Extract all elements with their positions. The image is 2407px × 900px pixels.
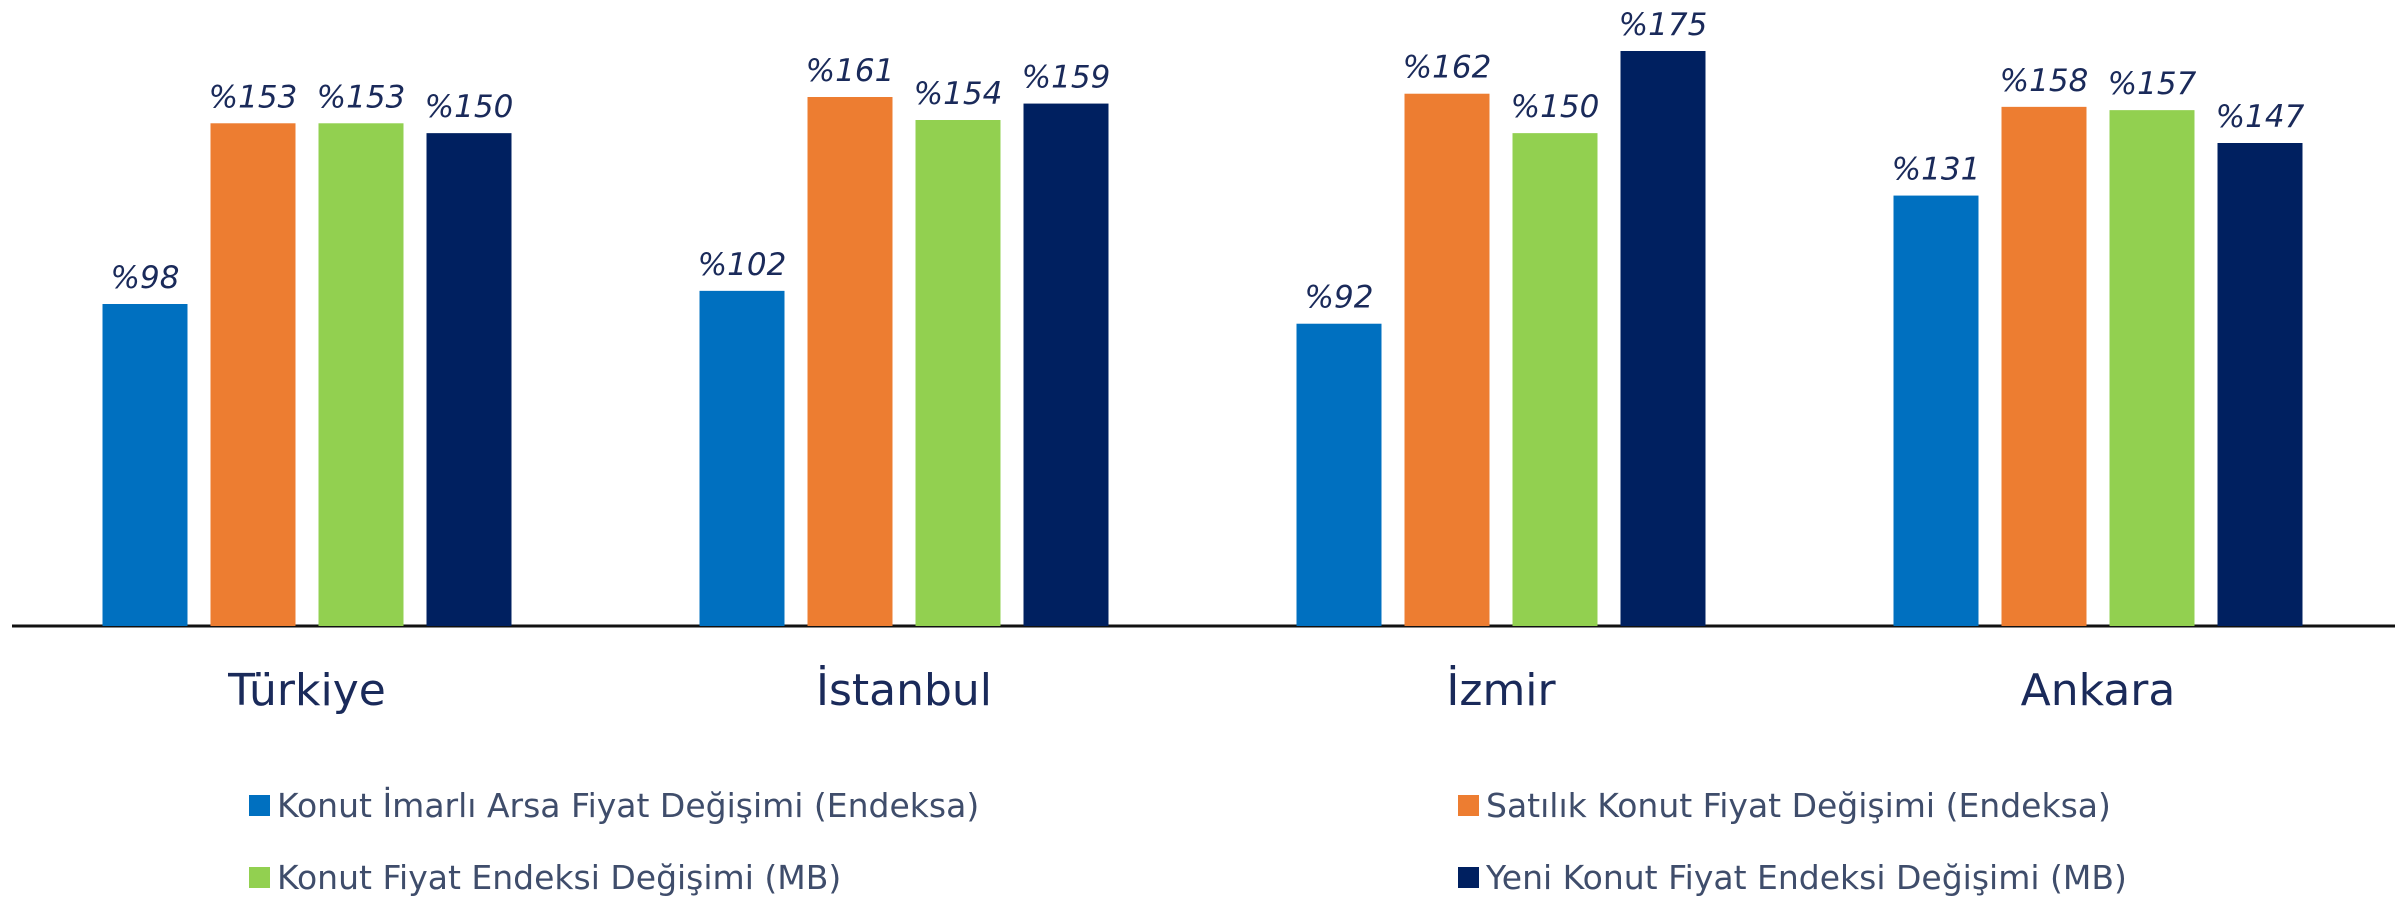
bar xyxy=(1296,323,1382,626)
value-label: %159 xyxy=(1022,60,1111,96)
value-label: %162 xyxy=(1403,50,1492,86)
legend-swatch xyxy=(1458,795,1479,816)
bar xyxy=(1620,51,1706,626)
value-label: %131 xyxy=(1892,152,1981,188)
value-label: %150 xyxy=(1511,89,1600,125)
bar xyxy=(102,304,188,626)
legend-swatch xyxy=(1458,867,1479,888)
bar xyxy=(426,133,512,626)
value-label: %154 xyxy=(914,76,1003,112)
bar xyxy=(915,120,1001,626)
bar xyxy=(1893,195,1979,627)
legend-label: Yeni Konut Fiyat Endeksi Değişimi (MB) xyxy=(1485,858,2127,897)
value-label: %158 xyxy=(2000,63,2089,99)
bar xyxy=(318,123,404,627)
bar xyxy=(1023,103,1109,627)
bar xyxy=(1512,133,1598,626)
x-tick-label: Türkiye xyxy=(227,665,386,716)
legend-swatch xyxy=(249,867,270,888)
x-tick-label: Ankara xyxy=(2021,665,2176,716)
value-label: %147 xyxy=(2216,99,2305,135)
value-label: %150 xyxy=(425,89,514,125)
x-tick-label: İstanbul xyxy=(816,664,992,716)
bar xyxy=(1404,93,1490,626)
value-label: %92 xyxy=(1305,280,1374,316)
legend-label: Satılık Konut Fiyat Değişimi (Endeksa) xyxy=(1486,786,2111,825)
legend-swatch xyxy=(249,795,270,816)
value-label: %102 xyxy=(698,247,787,283)
bar xyxy=(699,290,785,626)
value-label: %153 xyxy=(209,79,298,115)
bar xyxy=(2001,106,2087,627)
legend-label: Konut Fiyat Endeksi Değişimi (MB) xyxy=(277,858,841,897)
bar xyxy=(2109,110,2195,626)
legend-label: Konut İmarlı Arsa Fiyat Değişimi (Endeks… xyxy=(277,786,979,825)
bar xyxy=(2217,143,2303,626)
value-label: %153 xyxy=(317,79,406,115)
x-tick-label: İzmir xyxy=(1446,664,1556,716)
bar xyxy=(210,123,296,627)
value-label: %157 xyxy=(2108,66,2197,102)
value-label: %175 xyxy=(1619,7,1708,43)
value-label: %161 xyxy=(806,53,895,89)
bar xyxy=(807,97,893,626)
value-label: %98 xyxy=(111,260,180,296)
